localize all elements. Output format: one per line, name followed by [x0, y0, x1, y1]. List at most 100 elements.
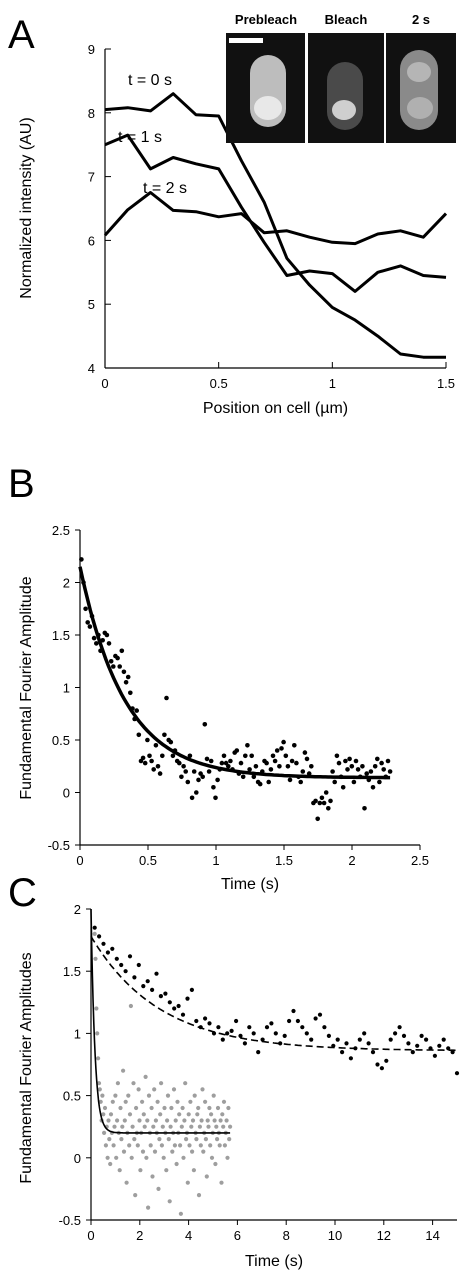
data-point [148, 1143, 153, 1148]
data-point [198, 1143, 203, 1148]
x-tick-label: 14 [425, 1228, 439, 1243]
data-point [94, 1006, 99, 1011]
series-line [104, 133, 447, 293]
data-point [98, 1099, 103, 1104]
data-point [274, 748, 280, 753]
data-point [91, 635, 97, 641]
data-point [213, 795, 218, 801]
data-point [122, 1118, 127, 1123]
data-point [287, 777, 293, 783]
data-point [437, 1043, 442, 1048]
data-point [220, 1037, 225, 1042]
data-point [326, 806, 331, 811]
data-point [190, 1149, 195, 1154]
data-point [203, 1137, 208, 1142]
data-point [141, 984, 146, 989]
y-tick-label: 4 [88, 361, 95, 376]
data-point [115, 655, 120, 661]
data-point [197, 1124, 202, 1129]
data-point [155, 1099, 160, 1104]
data-point [166, 1137, 171, 1142]
x-axis-label: Time (s) [221, 876, 279, 893]
panel-letter-a: A [8, 13, 35, 57]
data-point [165, 1118, 170, 1123]
data-point [165, 1093, 171, 1098]
data-point [387, 769, 393, 774]
data-point [245, 743, 250, 748]
y-tick-label: 0.5 [52, 733, 70, 748]
data-point [357, 1037, 362, 1042]
data-point [168, 739, 174, 745]
data-point [349, 764, 355, 769]
data-point [334, 753, 340, 759]
data-point [189, 987, 194, 993]
data-point [219, 1180, 224, 1185]
data-point [184, 1137, 189, 1142]
data-point [157, 771, 163, 776]
data-point [300, 769, 306, 774]
data-point [366, 1041, 371, 1046]
data-point [304, 756, 310, 762]
data-point [149, 758, 154, 764]
data-point [97, 934, 102, 939]
data-point [209, 1155, 215, 1160]
data-point [115, 1081, 120, 1086]
data-point [228, 1124, 233, 1129]
data-point [142, 760, 148, 766]
series-label: t = 0 s [128, 72, 172, 89]
data-point [180, 1105, 185, 1111]
data-point [140, 755, 146, 761]
data-point [195, 1112, 200, 1117]
x-tick-label: 10 [328, 1228, 342, 1243]
data-point [219, 760, 225, 766]
data-point [110, 946, 115, 951]
data-point [285, 764, 291, 769]
data-point [269, 1021, 274, 1026]
data-point [283, 753, 289, 759]
x-tick-label: 1.5 [275, 853, 293, 868]
data-point [164, 695, 169, 701]
data-point [115, 1118, 120, 1123]
data-point [143, 1074, 148, 1079]
data-point [114, 956, 119, 961]
data-point [123, 969, 128, 974]
data-point [106, 1118, 111, 1123]
data-point [118, 1105, 123, 1111]
data-point [256, 1050, 261, 1055]
data-point [145, 1118, 150, 1123]
data-point [120, 1124, 125, 1129]
data-point [226, 1105, 231, 1111]
y-tick-label: -0.5 [48, 838, 70, 853]
data-point [113, 1093, 118, 1098]
inset-label: Prebleach [235, 12, 297, 27]
data-point [194, 1137, 199, 1142]
data-point [136, 732, 142, 738]
data-point [127, 1143, 132, 1148]
data-point [302, 750, 308, 755]
data-point [200, 774, 205, 780]
data-point [309, 764, 314, 769]
data-point [218, 1118, 223, 1123]
data-point [247, 1025, 252, 1030]
data-point [240, 774, 246, 780]
data-point [340, 1050, 345, 1055]
data-point [175, 1099, 180, 1104]
data-point [187, 1143, 192, 1148]
y-tick-label: 2.5 [52, 523, 70, 538]
data-point [160, 753, 165, 759]
data-point [206, 1124, 211, 1129]
data-point [330, 769, 335, 774]
data-point [185, 779, 191, 785]
data-point [203, 1016, 208, 1021]
data-point [163, 991, 168, 996]
data-point [257, 781, 263, 787]
y-tick-label: 2 [63, 576, 70, 591]
series-line [103, 191, 448, 246]
data-point [270, 753, 276, 759]
data-point [315, 816, 321, 822]
data-point [294, 760, 299, 766]
data-point [179, 1124, 184, 1129]
data-point [153, 743, 159, 748]
data-point [196, 1105, 201, 1111]
